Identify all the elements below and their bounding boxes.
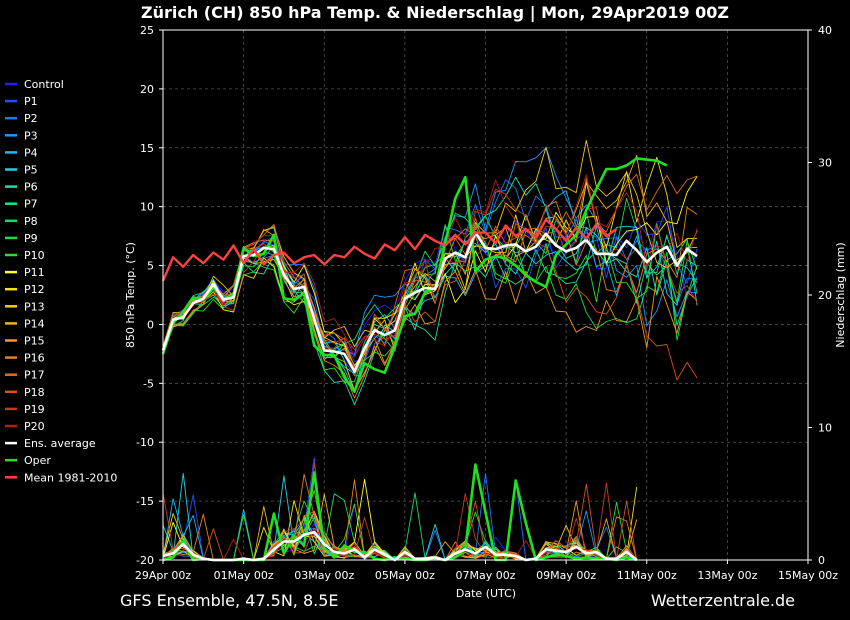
legend-label: Mean 1981-2010 — [24, 471, 117, 484]
x-tick-label: 29Apr 00z — [135, 569, 192, 582]
y-tick-label-right: 0 — [818, 554, 825, 567]
y-tick-label-right: 10 — [818, 422, 832, 435]
series-precip-p18 — [162, 483, 638, 561]
legend-label: P16 — [24, 352, 45, 365]
y-tick-label-right: 30 — [818, 157, 832, 170]
y-tick-label-left: -15 — [136, 495, 154, 508]
y-tick-label-right: 20 — [818, 289, 832, 302]
y-tick-label-left: -20 — [136, 554, 154, 567]
series-temp-p16 — [162, 200, 698, 399]
footer-source: Wetterzentrale.de — [651, 591, 795, 610]
legend-label: P5 — [24, 164, 38, 177]
legend-label: P19 — [24, 403, 45, 416]
legend-label: P8 — [24, 215, 38, 228]
legend-label: P3 — [24, 129, 38, 142]
series-temp-p4 — [162, 190, 698, 394]
legend-label: P9 — [24, 232, 38, 245]
x-tick-label: 13May 00z — [697, 569, 757, 582]
x-tick-label: 03May 00z — [294, 569, 354, 582]
series-precip-p12 — [162, 486, 638, 561]
legend-label: P14 — [24, 317, 45, 330]
legend: Control P1 P2 P3 P4 P5 P6 P7 P8 P9 P10 P11 P12 P13 P14… — [5, 78, 117, 484]
legend-label: Control — [24, 78, 64, 91]
x-tick-label: 11May 00z — [617, 569, 677, 582]
chart-title: Zürich (CH) 850 hPa Temp. & Niederschlag… — [141, 3, 729, 23]
x-tick-label: 09May 00z — [536, 569, 596, 582]
legend-label: P11 — [24, 266, 45, 279]
series-precip-ens-average — [162, 530, 638, 562]
series-temp-p8 — [162, 198, 698, 361]
legend-label: P1 — [24, 95, 38, 108]
legend-label: P20 — [24, 420, 45, 433]
legend-label: P7 — [24, 198, 38, 211]
y-tick-label-left: 15 — [140, 142, 154, 155]
series-temp-ens-average — [161, 231, 698, 373]
x-tick-label: 15May 00z — [778, 569, 838, 582]
highlight-series — [161, 157, 698, 562]
series-temp-p9 — [162, 242, 698, 376]
legend-label: P15 — [24, 335, 45, 348]
y-tick-label-right: 40 — [818, 24, 832, 37]
x-tick-label: 05May 00z — [375, 569, 435, 582]
legend-label: Ens. average — [24, 437, 96, 450]
legend-label: P13 — [24, 300, 45, 313]
series-temp-oper — [161, 157, 668, 393]
x-tick-label: 07May 00z — [455, 569, 515, 582]
series-precip-p19 — [162, 462, 637, 561]
footer-model-info: GFS Ensemble, 47.5N, 8.5E — [120, 591, 339, 610]
grid — [162, 29, 809, 561]
legend-label: P17 — [24, 369, 45, 382]
legend-label: P18 — [24, 386, 45, 399]
legend-label: P6 — [24, 181, 38, 194]
y-tick-label-left: 25 — [140, 24, 154, 37]
legend-label: P4 — [24, 146, 38, 159]
series-temp-p18 — [162, 224, 698, 381]
y-tick-label-left: 10 — [140, 201, 154, 214]
series-temp-mean-1981-2010 — [161, 218, 618, 282]
y-tick-label-left: -5 — [143, 377, 154, 390]
x-tick-label: 01May 00z — [214, 569, 274, 582]
y-tick-label-left: -10 — [136, 436, 154, 449]
ensemble-members — [162, 139, 698, 561]
legend-label: P12 — [24, 283, 45, 296]
y-axis-label-right: Niederschlag (mm) — [834, 242, 847, 347]
y-axis-label-left: 850 hPa Temp. (°C) — [124, 242, 137, 348]
legend-label: Oper — [24, 454, 51, 467]
y-tick-label-left: 20 — [140, 83, 154, 96]
series-temp-p20 — [162, 174, 698, 358]
series-precip-p1 — [162, 457, 637, 561]
y-tick-label-left: 0 — [147, 318, 154, 331]
x-axis-label: Date (UTC) — [456, 587, 516, 600]
axis-ticks: 25 20 15 10 5 0 -5 -10 -15 -20 40 30 20 10 0 29Apr 00z 0… — [135, 24, 838, 582]
legend-label: P10 — [24, 249, 45, 262]
y-tick-label-left: 5 — [147, 260, 154, 273]
legend-label: P2 — [24, 112, 38, 125]
